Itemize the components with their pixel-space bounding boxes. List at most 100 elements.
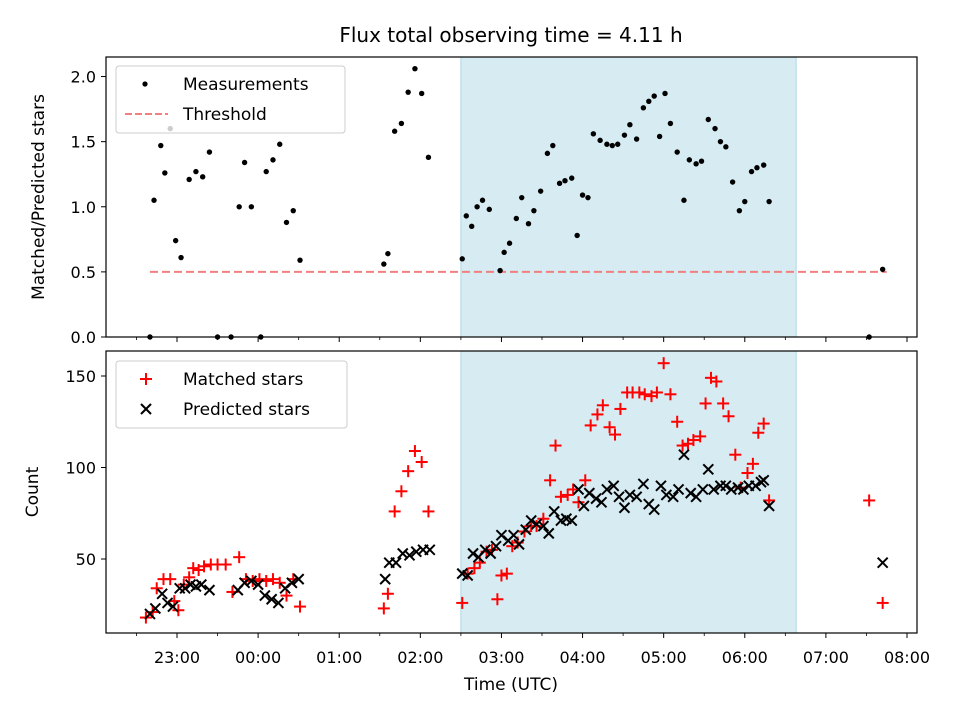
matched-star-point <box>377 602 390 615</box>
x-tick-label: 03:00 <box>478 648 524 667</box>
predicted-star-point <box>601 483 613 496</box>
matched-star-point <box>584 419 597 432</box>
measurement-point <box>579 192 586 198</box>
y-tick-label: 1.5 <box>71 133 96 152</box>
legend-measurement-marker <box>142 81 148 87</box>
matched-star-point <box>752 426 765 439</box>
matched-star-point <box>402 465 415 478</box>
predicted-star-point <box>286 577 298 589</box>
top-legend: Measurements Threshold <box>115 65 346 134</box>
measurement-point <box>248 204 255 210</box>
measurement-point <box>556 180 563 187</box>
predicted-star-point <box>590 492 602 505</box>
measurement-point <box>162 170 168 176</box>
predicted-star-point <box>179 582 191 594</box>
measurement-point <box>501 249 507 256</box>
measurement-point <box>241 159 248 166</box>
matched-star-point <box>549 439 562 452</box>
x-tick-label: 00:00 <box>235 648 281 667</box>
legend-matched-marker <box>140 373 152 385</box>
measurement-point <box>766 198 772 205</box>
matched-star-point <box>763 494 776 507</box>
measurement-point <box>646 98 652 104</box>
matched-star-point <box>164 573 177 586</box>
predicted-star-point <box>757 474 770 487</box>
matched-star-point <box>537 512 550 525</box>
predicted-star-point <box>424 544 436 556</box>
x-tick-label: 01:00 <box>316 648 362 667</box>
measurement-point <box>674 149 680 155</box>
predicted-star-point <box>749 480 762 492</box>
bottom-y-axis-label: Count <box>23 466 43 517</box>
y-tick-label: 2.0 <box>71 68 96 87</box>
x-axis-label: Time (UTC) <box>463 675 558 695</box>
predicted-star-point <box>702 463 714 476</box>
top-y-ticks: 0.0 0.5 1.0 1.5 2.0 <box>71 68 106 347</box>
matched-star-point <box>395 485 408 498</box>
predicted-star-point <box>667 491 679 503</box>
top-x-ticks <box>136 337 908 342</box>
predicted-star-point <box>461 569 474 582</box>
predicted-star-point <box>725 483 737 496</box>
measurement-point <box>531 207 537 214</box>
predicted-star-point <box>660 489 673 501</box>
measurement-point <box>193 168 199 175</box>
measurement-point <box>297 257 303 263</box>
matched-star-point <box>491 593 504 606</box>
predicted-star-point <box>655 480 667 492</box>
measurement-point <box>459 256 465 262</box>
measurement-point <box>621 132 628 138</box>
predicted-star-point <box>513 538 525 551</box>
predicted-star-point <box>238 577 251 589</box>
matched-star-point <box>381 587 394 600</box>
matched-star-point <box>198 560 211 573</box>
predicted-star-point <box>530 518 543 530</box>
matched-star-point <box>500 567 513 580</box>
predicted-star-point <box>697 483 709 496</box>
top-shaded-span <box>460 56 797 338</box>
measurement-point <box>585 194 591 201</box>
ratio-panel: 0.00.51.01.52.0 Matched/Predicted stars … <box>29 56 918 347</box>
measurement-point <box>640 105 647 111</box>
measurement-point <box>405 89 411 95</box>
x-tick-label: 02:00 <box>397 648 443 667</box>
y-tick-label: 100 <box>65 459 96 478</box>
measurement-point <box>544 150 551 157</box>
matched-star-point <box>561 488 574 501</box>
matched-star-point <box>717 397 730 410</box>
matched-star-point <box>530 520 543 533</box>
measurement-point <box>729 179 736 185</box>
predicted-star-point <box>203 584 216 596</box>
matched-star-point <box>687 434 700 447</box>
matched-star-point <box>294 600 307 613</box>
matched-star-point <box>650 386 663 399</box>
measurement-point <box>398 120 405 127</box>
measurement-point <box>186 176 192 183</box>
measurement-point <box>604 141 610 147</box>
legend-predicted-marker <box>140 403 152 415</box>
predicted-star-point <box>520 524 532 536</box>
x-tick-label: 07:00 <box>803 648 849 667</box>
measurement-point <box>550 142 556 149</box>
predicted-star-point <box>607 480 620 492</box>
measurement-point <box>425 154 432 160</box>
predicted-star-point <box>648 503 660 516</box>
predicted-star-point <box>763 500 775 512</box>
measurement-point <box>748 168 755 175</box>
measurement-point <box>651 93 657 99</box>
legend-matched-label: Matched stars <box>183 370 303 390</box>
predicted-star-point <box>720 480 732 492</box>
measurement-point <box>705 116 711 123</box>
matched-star-point <box>187 562 200 575</box>
matched-star-point <box>746 457 759 470</box>
measurement-point <box>537 188 544 194</box>
matched-star-point <box>657 357 670 370</box>
measurement-point <box>199 174 206 180</box>
predicted-star-point <box>613 491 625 503</box>
measurement-point <box>686 157 693 163</box>
measurement-point <box>717 138 724 145</box>
predicted-star-point <box>195 578 208 591</box>
predicted-star-point <box>737 483 750 496</box>
matched-star-point <box>609 428 621 441</box>
legend-predicted-label: Predicted stars <box>183 400 310 420</box>
